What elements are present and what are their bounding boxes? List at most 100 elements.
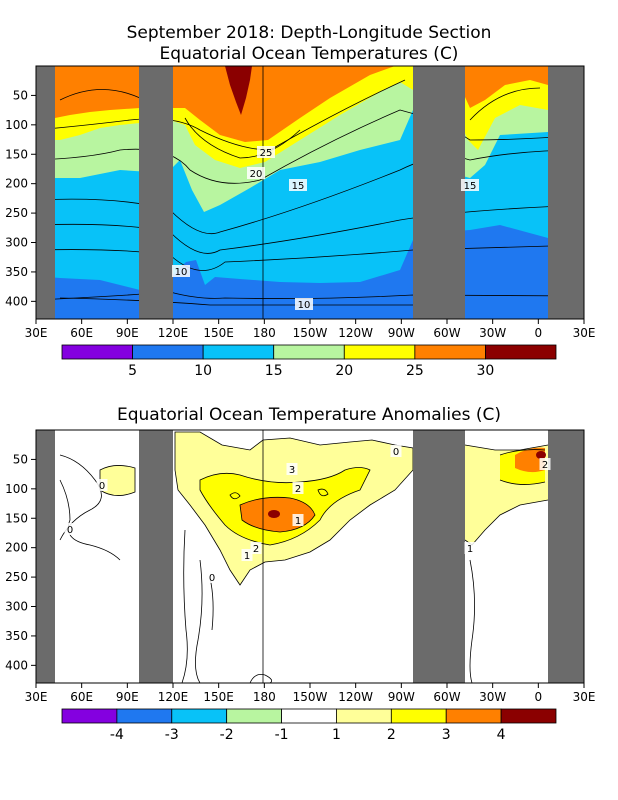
x-tick-label: 60W — [433, 326, 460, 340]
y-tick-label: 250 — [5, 206, 28, 220]
x-tick-label: 120W — [338, 690, 373, 704]
x-tick-label: 30E — [25, 690, 48, 704]
contour-label: 0 — [99, 481, 105, 492]
x-tick-label: 150E — [203, 690, 234, 704]
colorbar-swatch — [390, 708, 447, 724]
contour-label: 1 — [244, 551, 250, 562]
contour-label: 2 — [295, 484, 301, 495]
colorbar-swatch — [445, 708, 502, 724]
colorbar-swatch — [202, 344, 275, 360]
y-tick-label: 50 — [13, 88, 28, 102]
colorbar-label: -1 — [275, 727, 289, 743]
colorbar-swatch — [500, 708, 557, 724]
contour-label: 2 — [542, 460, 548, 471]
contour-label: 15 — [292, 181, 305, 192]
contour-label: 2 — [253, 544, 259, 555]
contour-label-bg — [292, 514, 304, 526]
colorbar-label: 15 — [265, 363, 283, 379]
y-tick-label: 400 — [5, 658, 28, 672]
x-tick-label: 60W — [433, 690, 460, 704]
x-tick-label: 150W — [293, 326, 328, 340]
x-tick-label: 150W — [293, 690, 328, 704]
top-land-africa — [36, 66, 55, 319]
colorbar-label: 30 — [477, 363, 495, 379]
colorbar-label: -2 — [220, 727, 234, 743]
colorbar-swatch — [61, 708, 118, 724]
colorbar-label: 25 — [406, 363, 424, 379]
contour-label-bg — [241, 549, 253, 561]
colorbar-swatch — [171, 708, 228, 724]
contour-label-bg — [247, 167, 265, 179]
y-tick-label: 350 — [5, 629, 28, 643]
x-tick-label: 90W — [388, 690, 415, 704]
x-tick-label: 30W — [479, 326, 506, 340]
x-tick-label: 30E — [573, 690, 596, 704]
x-tick-label: 30W — [479, 690, 506, 704]
top-band-30-plus — [225, 66, 252, 115]
top-plot: 25 20 15 15 10 10 — [35, 65, 585, 320]
top-x-axis: 30E 60E 90E 120E 150E 180 150W 120W 90W 60W 30W 0 30… — [25, 319, 596, 340]
top-chart-title: September 2018: Depth-Longitude Section — [127, 23, 492, 43]
x-tick-label: 90W — [388, 326, 415, 340]
bottom-chart-title: Equatorial Ocean Temperature Anomalies (… — [117, 405, 501, 425]
contour-label: 25 — [260, 148, 273, 159]
bottom-land-africa — [36, 430, 55, 683]
contour-label: 15 — [464, 181, 477, 192]
contour-label: 10 — [175, 267, 188, 278]
y-tick-label: 350 — [5, 265, 28, 279]
x-tick-label: 120W — [338, 326, 373, 340]
y-tick-label: 250 — [5, 570, 28, 584]
contour-label-bg — [539, 458, 551, 470]
contour-label-bg — [292, 482, 304, 494]
contour-label: 0 — [209, 573, 215, 584]
contour-label: 1 — [295, 516, 301, 527]
contour-label: 3 — [289, 465, 295, 476]
x-tick-label: 30E — [573, 326, 596, 340]
bottom-band-4-plus — [268, 510, 280, 518]
colorbar-swatch — [273, 344, 345, 360]
top-land-sumatra — [139, 66, 173, 319]
x-tick-label: 120E — [158, 326, 189, 340]
contour-label-bg — [250, 542, 262, 554]
x-tick-label: 60E — [70, 326, 93, 340]
y-tick-label: 100 — [5, 482, 28, 496]
x-tick-label: 90E — [116, 690, 139, 704]
contour-label-bg — [257, 146, 275, 158]
colorbar-swatch — [226, 708, 282, 724]
contour-label-bg — [172, 265, 190, 277]
contour-label-bg — [289, 179, 307, 191]
colorbar-label: -4 — [110, 727, 124, 743]
x-tick-label: 180 — [253, 326, 276, 340]
colorbar-label: 4 — [497, 727, 506, 743]
colorbar-swatch — [132, 344, 204, 360]
contour-label-bg — [64, 523, 76, 535]
y-tick-label: 150 — [5, 511, 28, 525]
contour-label: 20 — [250, 169, 263, 180]
contour-label-bg — [464, 542, 476, 554]
contour-label-bg — [206, 571, 218, 583]
colorbar-swatch — [414, 344, 486, 360]
x-tick-label: 90E — [116, 326, 139, 340]
colorbar-swatch — [343, 344, 416, 360]
x-tick-label: 60E — [70, 690, 93, 704]
colorbar-swatch — [485, 344, 557, 360]
colorbar-label: 20 — [335, 363, 353, 379]
colorbar-label: 10 — [194, 363, 212, 379]
bottom-land-americas — [413, 430, 465, 683]
top-colorbar: 5 10 15 20 25 30 — [61, 344, 557, 379]
bottom-land-sumatra — [139, 430, 173, 683]
contour-label-bg — [461, 179, 479, 191]
y-tick-label: 100 — [5, 118, 28, 132]
x-tick-label: 150E — [203, 326, 234, 340]
contour-label-bg — [390, 445, 402, 457]
x-tick-label: 0 — [535, 690, 543, 704]
contour-label: 0 — [393, 447, 399, 458]
y-tick-label: 150 — [5, 147, 28, 161]
y-tick-label: 400 — [5, 294, 28, 308]
x-tick-label: 30E — [25, 326, 48, 340]
colorbar-swatch — [336, 708, 392, 724]
bottom-land-africa-east — [548, 430, 584, 683]
x-tick-label: 120E — [158, 690, 189, 704]
colorbar-swatch — [281, 708, 337, 724]
